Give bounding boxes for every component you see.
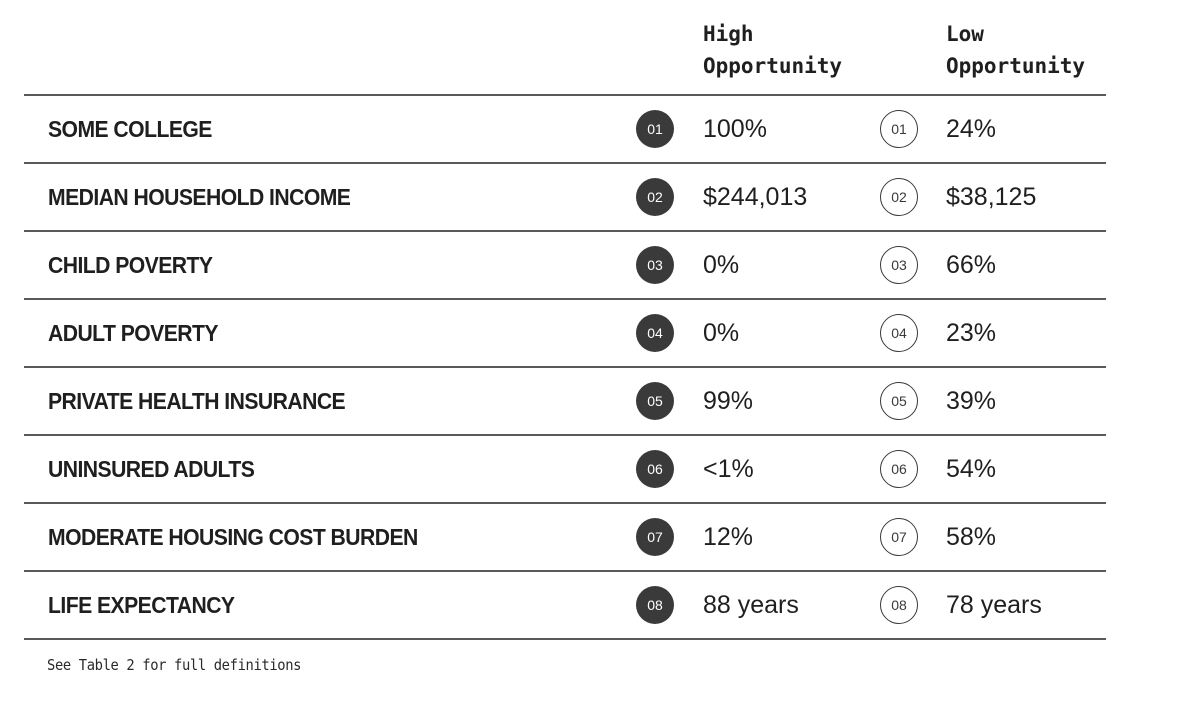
row-label: ADULT POVERTY: [48, 320, 219, 346]
row-label: LIFE EXPECTANCY: [48, 592, 235, 618]
low-opportunity-value: 66%: [946, 251, 997, 279]
high-opportunity-value: 12%: [703, 523, 754, 551]
high-number-badge: 04: [636, 314, 674, 352]
high-number-badge: 08: [636, 586, 674, 624]
high-opportunity-value: 88 years: [703, 591, 799, 619]
table-row: PRIVATE HEALTH INSURANCE 05 99% 05 39%: [24, 368, 1106, 436]
high-opportunity-value: 99%: [703, 387, 754, 415]
high-opportunity-value: 0%: [703, 319, 740, 347]
low-number-badge: 08: [880, 586, 918, 624]
row-label: SOME COLLEGE: [48, 116, 212, 142]
low-opportunity-value: 39%: [946, 387, 997, 415]
low-number-badge: 04: [880, 314, 918, 352]
comparison-table: SOME COLLEGE 01 100% 01 24% MEDIAN HOUSE…: [24, 94, 1106, 640]
column-header-low-opportunity: Low Opportunity: [946, 22, 1086, 78]
low-opportunity-value: 54%: [946, 455, 997, 483]
low-opportunity-value: $38,125: [946, 183, 1037, 211]
table-row: LIFE EXPECTANCY 08 88 years 08 78 years: [24, 572, 1106, 640]
row-label: MEDIAN HOUSEHOLD INCOME: [48, 184, 351, 210]
row-label: PRIVATE HEALTH INSURANCE: [48, 388, 346, 414]
table-row: CHILD POVERTY 03 0% 03 66%: [24, 232, 1106, 300]
low-number-badge: 02: [880, 178, 918, 216]
high-number-badge: 01: [636, 110, 674, 148]
low-number-badge: 01: [880, 110, 918, 148]
table-row: MODERATE HOUSING COST BURDEN 07 12% 07 5…: [24, 504, 1106, 572]
high-number-badge: 03: [636, 246, 674, 284]
column-header-high-opportunity: High Opportunity: [703, 22, 843, 78]
low-number-badge: 07: [880, 518, 918, 556]
high-opportunity-value: <1%: [703, 455, 754, 483]
high-number-badge: 07: [636, 518, 674, 556]
low-opportunity-value: 24%: [946, 115, 997, 143]
table-row: MEDIAN HOUSEHOLD INCOME 02 $244,013 02 $…: [24, 164, 1106, 232]
low-number-badge: 03: [880, 246, 918, 284]
table-row: UNINSURED ADULTS 06 <1% 06 54%: [24, 436, 1106, 504]
low-number-badge: 05: [880, 382, 918, 420]
high-number-badge: 05: [636, 382, 674, 420]
high-opportunity-value: 100%: [703, 115, 767, 143]
high-opportunity-value: 0%: [703, 251, 740, 279]
low-opportunity-value: 78 years: [946, 591, 1042, 619]
low-number-badge: 06: [880, 450, 918, 488]
high-number-badge: 06: [636, 450, 674, 488]
table-row: SOME COLLEGE 01 100% 01 24%: [24, 96, 1106, 164]
row-label: UNINSURED ADULTS: [48, 456, 255, 482]
low-opportunity-value: 58%: [946, 523, 997, 551]
low-opportunity-value: 23%: [946, 319, 997, 347]
table-row: ADULT POVERTY 04 0% 04 23%: [24, 300, 1106, 368]
footnote: See Table 2 for full definitions: [47, 656, 302, 674]
row-label: MODERATE HOUSING COST BURDEN: [48, 524, 418, 550]
high-opportunity-value: $244,013: [703, 183, 808, 211]
row-label: CHILD POVERTY: [48, 252, 213, 278]
high-number-badge: 02: [636, 178, 674, 216]
